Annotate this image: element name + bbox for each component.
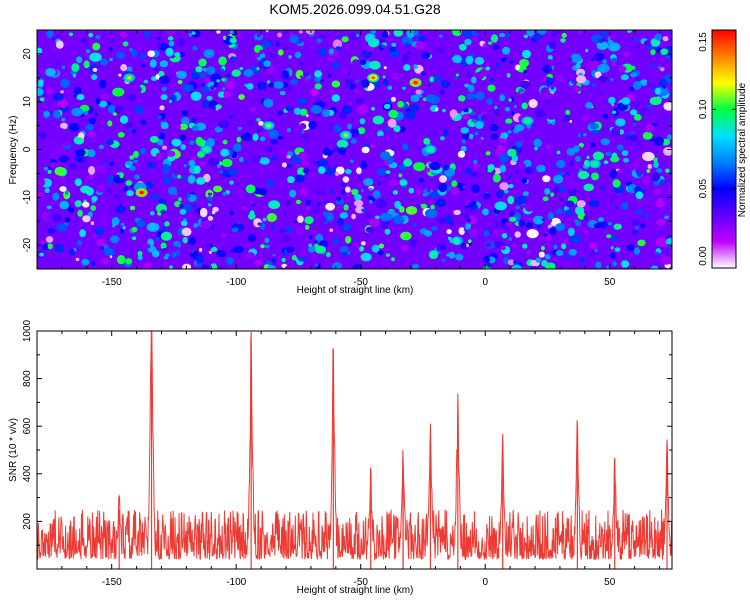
- hot-spot: [521, 116, 534, 126]
- snr-series-line: [37, 331, 672, 562]
- spectrogram-xtick-label: -150: [102, 277, 122, 288]
- hot-spot: [123, 73, 136, 83]
- spectrogram-ytick-label: -20: [22, 237, 33, 252]
- hot-spot: [367, 73, 380, 83]
- hot-spot: [424, 145, 437, 154]
- snr-ytick-label: 400: [22, 465, 33, 482]
- snr-ytick-label: 600: [22, 417, 33, 434]
- colorbar-tick-label: 0.10: [698, 99, 709, 119]
- spectrogram-image: [37, 30, 672, 269]
- hot-spot: [339, 130, 352, 140]
- hot-spot: [135, 188, 148, 198]
- spectrogram-ytick-label: 20: [22, 48, 33, 60]
- snr-xtick-label: 50: [604, 577, 616, 588]
- colorbar-tick-label: 0.00: [698, 246, 709, 266]
- snr-ytick-label: 800: [22, 370, 33, 387]
- spectrogram-ytick-label: 10: [22, 96, 33, 108]
- snr-plot-area: [37, 331, 672, 569]
- colorbar-gradient: [711, 29, 737, 269]
- spectrogram-ylabel: Frequency (Hz): [8, 116, 19, 185]
- snr-ytick-label: 1000: [22, 319, 33, 342]
- spectrogram-xtick-label: 0: [482, 277, 488, 288]
- spectrogram-xlabel: Height of straight line (km): [297, 285, 414, 296]
- hot-spot: [262, 121, 275, 131]
- snr-xtick-label: -100: [226, 577, 246, 588]
- hot-spot: [200, 145, 213, 154]
- colorbar: 0.00 0.05 0.10 0.15 Normalized spectral amp…: [698, 29, 748, 269]
- spectrogram-xtick-label: -50: [353, 277, 368, 288]
- snr-panel: -150 -100 -50 0 50 200 400 600 800 1000 Height o…: [8, 319, 673, 596]
- snr-xtick-label: -150: [102, 577, 122, 588]
- snr-xtick-label: -50: [353, 577, 368, 588]
- figure-title: KOM5.2026.099.04.51.G28: [269, 1, 440, 17]
- spectrogram-xtick-label: 50: [604, 277, 616, 288]
- spectrogram-ytick-label: -10: [22, 190, 33, 205]
- snr-ytick-label: 200: [22, 513, 33, 530]
- snr-xlabel: Height of straight line (km): [297, 585, 414, 596]
- colorbar-tick-label: 0.05: [698, 178, 709, 198]
- snr-ylabel: SNR (10 * v/v): [8, 418, 19, 482]
- snr-xtick-label: 0: [482, 577, 488, 588]
- colorbar-label: Normalized spectral amplitude: [737, 82, 748, 217]
- spectrogram-ytick-label: 0: [22, 146, 33, 152]
- colorbar-tick-label: 0.15: [698, 32, 709, 52]
- hot-spot: [409, 78, 422, 88]
- spectrogram-xtick-label: -100: [226, 277, 246, 288]
- hot-spot: [588, 159, 601, 169]
